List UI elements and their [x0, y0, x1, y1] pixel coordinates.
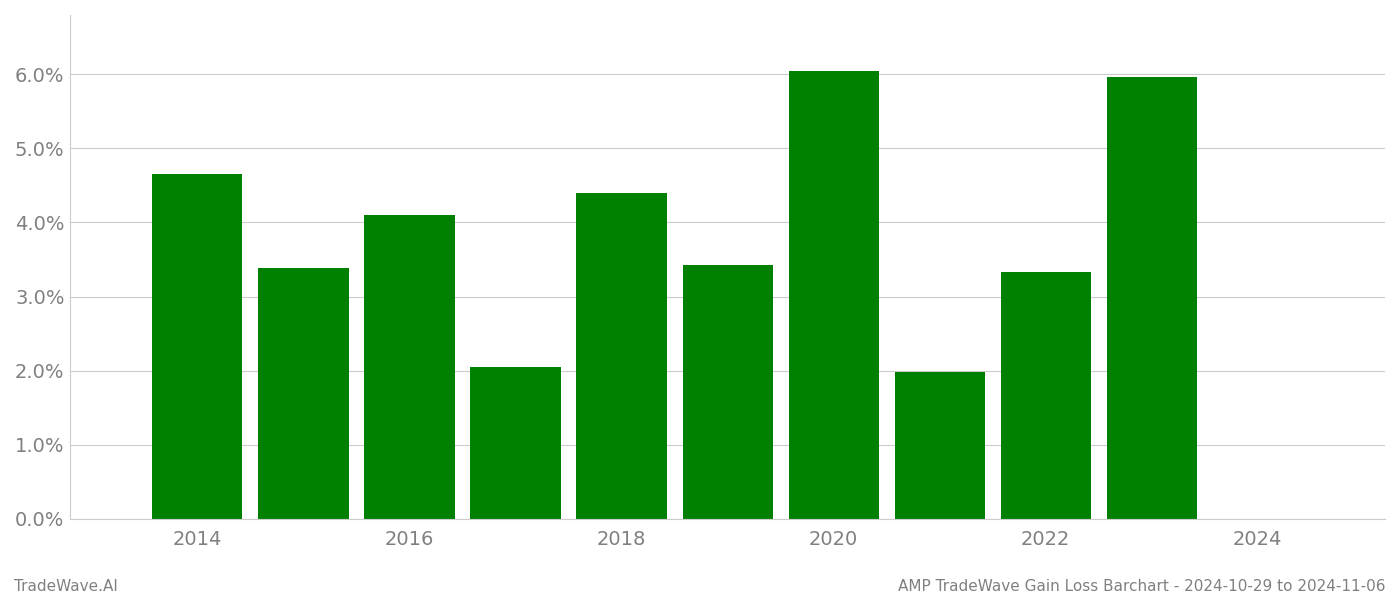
Bar: [895, 372, 984, 519]
Text: TradeWave.AI: TradeWave.AI: [14, 579, 118, 594]
Bar: [1001, 272, 1091, 519]
Bar: [577, 193, 666, 519]
Bar: [153, 175, 242, 519]
Bar: [683, 265, 773, 519]
Text: AMP TradeWave Gain Loss Barchart - 2024-10-29 to 2024-11-06: AMP TradeWave Gain Loss Barchart - 2024-…: [899, 579, 1386, 594]
Bar: [364, 215, 455, 519]
Bar: [470, 367, 560, 519]
Bar: [259, 268, 349, 519]
Bar: [1106, 77, 1197, 519]
Bar: [788, 71, 879, 519]
